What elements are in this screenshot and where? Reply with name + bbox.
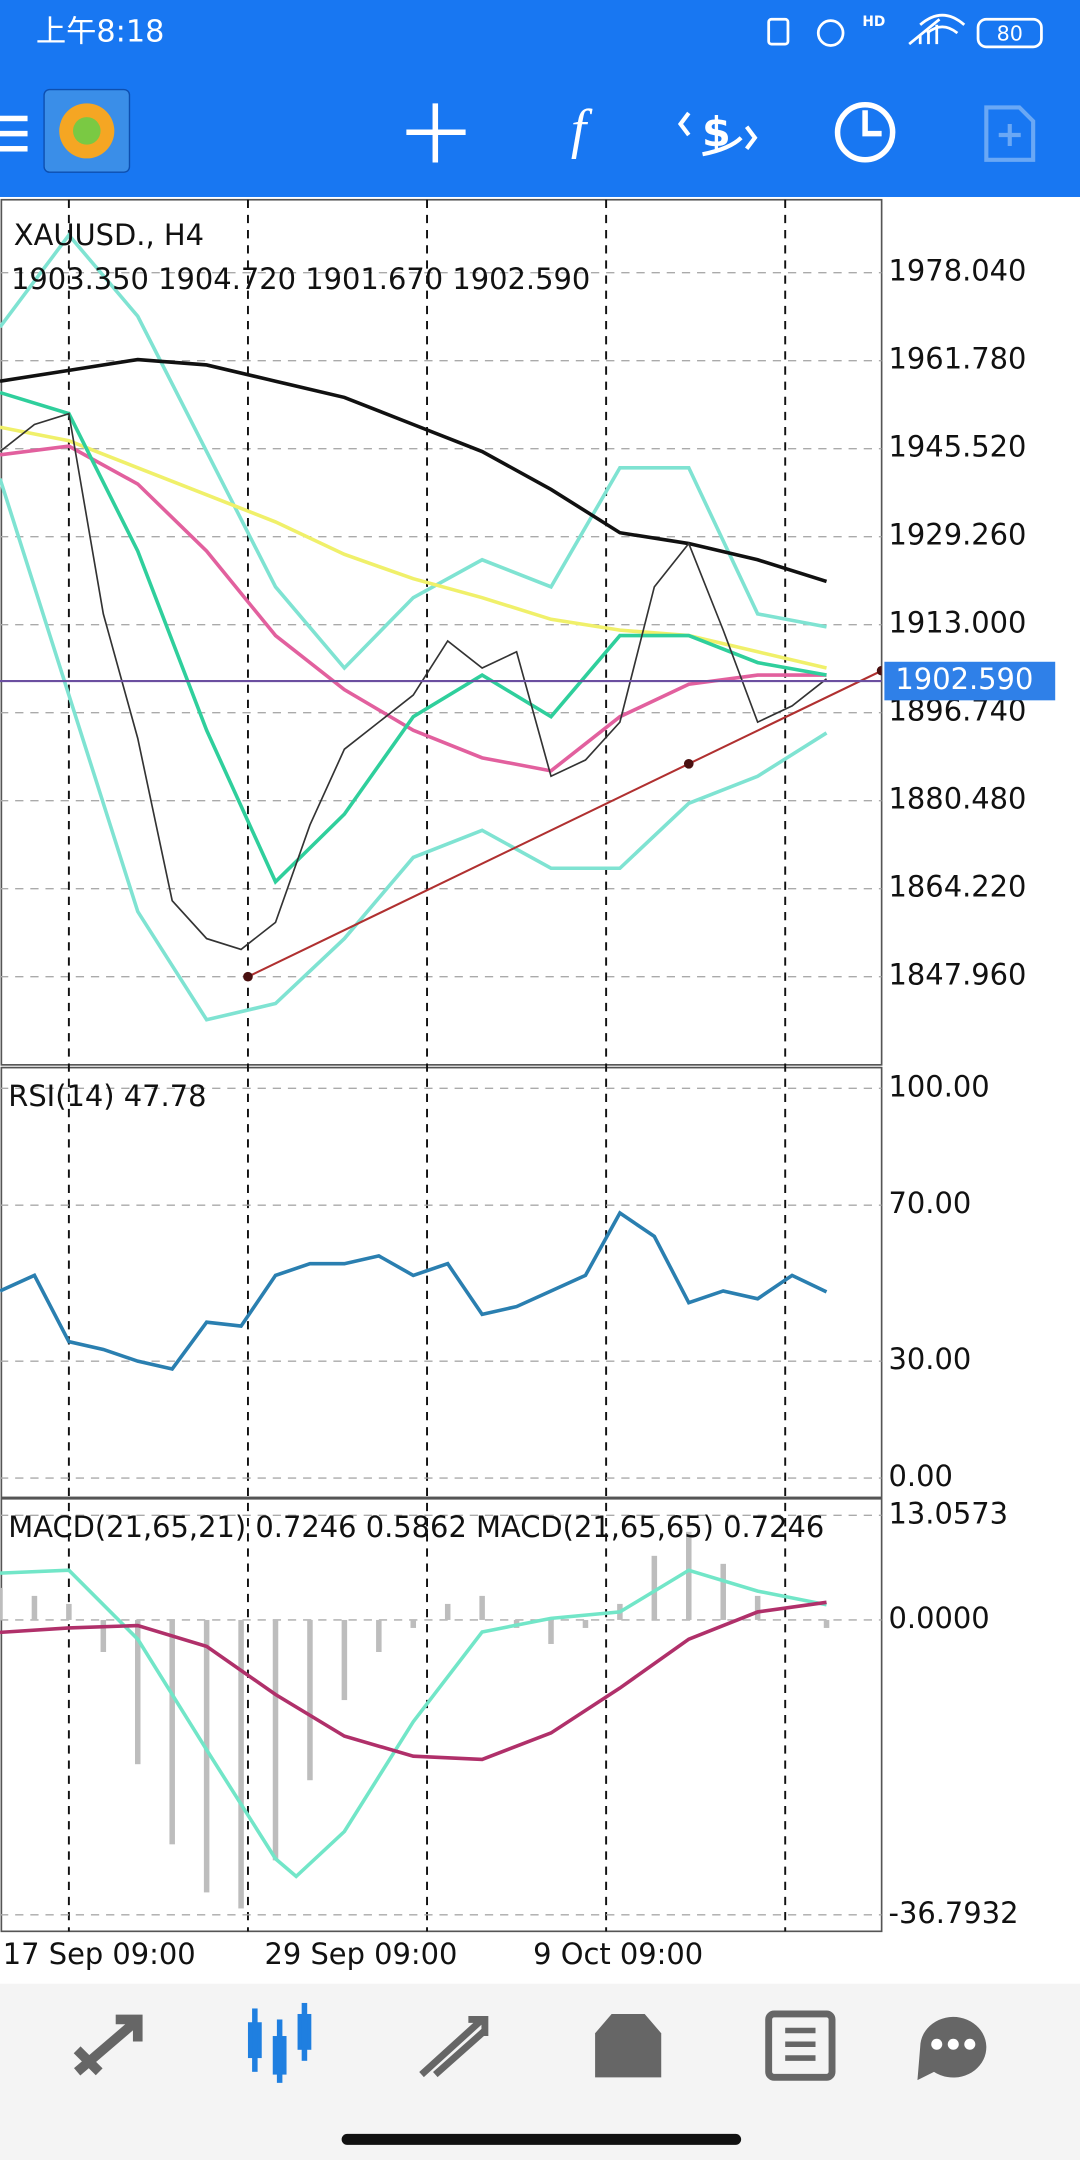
rsi-panel <box>0 1066 883 1499</box>
trendline-anchor <box>683 758 694 769</box>
new-order-button[interactable] <box>984 105 1036 162</box>
trendline-anchor <box>243 971 253 982</box>
y-tick-label: 1929.260 <box>889 518 1027 552</box>
crosshair-button[interactable] <box>406 103 466 163</box>
x-tick-label: 29 Sep 09:00 <box>264 1937 457 1971</box>
macd-panel <box>0 1497 883 1933</box>
histogram-bar <box>203 1619 210 1893</box>
trendline <box>247 669 882 978</box>
status-icons <box>767 13 1043 49</box>
histogram-bar <box>720 1563 726 1620</box>
histogram-bar <box>548 1619 554 1644</box>
x-tick-label: 17 Sep 09:00 <box>3 1937 196 1971</box>
histogram-bar <box>823 1619 830 1628</box>
panel-title: RSI(14) 47.78 <box>8 1079 206 1113</box>
histogram-bar <box>479 1595 485 1620</box>
y-tick-label: 1978.040 <box>889 254 1027 288</box>
y-tick-label: 0.00 <box>889 1459 953 1493</box>
app-bar <box>0 0 1080 197</box>
y-tick-label: 1913.000 <box>889 606 1027 640</box>
series-line <box>0 1210 828 1371</box>
y-tick-label: 0.0000 <box>889 1601 990 1635</box>
status-time: 上午8:18 <box>36 15 165 50</box>
nav-trade[interactable] <box>419 2016 489 2078</box>
trendline-anchor <box>876 665 882 676</box>
home-indicator <box>341 2133 742 2145</box>
current-price-label: 1902.590 <box>895 662 1033 696</box>
panel-title: XAUUSD., H4 <box>14 218 204 252</box>
clock-button[interactable] <box>862 110 882 137</box>
y-tick-label: 1847.960 <box>889 958 1027 992</box>
histogram-bar <box>444 1603 451 1620</box>
status-network: HD <box>862 14 885 30</box>
series-line <box>0 412 828 951</box>
status-battery: 80 <box>997 21 1023 45</box>
series-line <box>0 478 828 1022</box>
histogram-bar <box>376 1619 382 1652</box>
trade-button[interactable] <box>677 111 758 157</box>
y-tick-label: 1945.520 <box>889 430 1027 464</box>
y-tick-label: -36.7932 <box>889 1896 1019 1930</box>
nav-chart[interactable] <box>247 2002 312 2083</box>
nav-quotes[interactable] <box>73 2014 143 2076</box>
panel-title: MACD(21,65,21) 0.7246 0.5862 MACD(21,65,… <box>8 1510 824 1544</box>
histogram-bar <box>135 1619 141 1765</box>
series-line <box>0 390 827 885</box>
histogram-bar <box>272 1619 279 1861</box>
y-tick-label: 1864.220 <box>889 870 1027 904</box>
x-tick-label: 9 Oct 09:00 <box>533 1937 703 1971</box>
y-tick-label: 100.00 <box>889 1069 990 1103</box>
price-panel <box>0 198 883 1066</box>
series-line <box>0 357 828 584</box>
series-line <box>0 444 827 773</box>
y-tick-label: 13.0573 <box>889 1496 1009 1530</box>
histogram-bar <box>686 1531 692 1620</box>
series-line <box>0 1568 827 1879</box>
histogram-bar <box>651 1555 658 1620</box>
menu-button[interactable] <box>0 115 28 152</box>
nav-news[interactable] <box>765 2010 836 2081</box>
y-tick-label: 70.00 <box>889 1186 972 1220</box>
y-tick-label: 1961.780 <box>889 342 1027 376</box>
histogram-bar <box>0 1587 3 1620</box>
histogram-bar <box>582 1619 589 1628</box>
series-line <box>0 232 827 671</box>
bottom-nav <box>0 1983 1080 2160</box>
histogram-bar <box>754 1595 761 1620</box>
y-tick-label: 30.00 <box>889 1342 972 1376</box>
panel-subtitle: 1903.350 1904.720 1901.670 1902.590 <box>11 262 590 296</box>
current-price-tag <box>884 661 1056 701</box>
nav-history[interactable] <box>595 2013 662 2078</box>
histogram-bar <box>307 1619 313 1781</box>
series-line <box>0 1600 827 1762</box>
histogram-bar <box>410 1619 417 1628</box>
histogram-bar <box>100 1619 107 1652</box>
histogram-bar <box>238 1619 244 1909</box>
svg-text:$: $ <box>702 108 731 156</box>
histogram-bar <box>31 1595 38 1620</box>
histogram-bar <box>66 1603 72 1620</box>
histogram-bar <box>341 1619 348 1701</box>
nav-icons <box>73 2002 987 2083</box>
histogram-bar <box>169 1619 175 1845</box>
y-tick-label: 1880.480 <box>889 782 1027 816</box>
